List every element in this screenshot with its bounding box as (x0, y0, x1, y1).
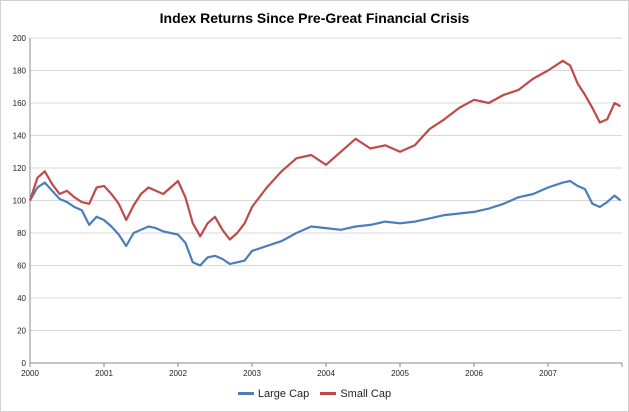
legend-item-small-cap: Small Cap (320, 388, 391, 400)
legend-swatch-large-cap (237, 392, 254, 395)
y-tick-label: 100 (13, 197, 27, 206)
x-tick-label: 2000 (21, 369, 39, 378)
y-tick-label: 20 (17, 327, 26, 336)
series-line-small-cap (28, 59, 622, 241)
y-tick-label: 120 (13, 164, 27, 173)
x-tick-label: 2005 (391, 369, 409, 378)
y-tick-label: 160 (13, 99, 27, 108)
legend-label-large-cap: Large Cap (257, 387, 310, 400)
y-tick-labels: 0 20 40 60 80 100 120 140 160 180 200 (13, 34, 27, 368)
legend-item-large-cap: Large Cap (237, 387, 310, 400)
y-tick-label: 0 (22, 359, 27, 368)
legend: Large Cap Small Cap (0, 386, 629, 400)
y-tick-label: 40 (17, 294, 26, 303)
x-tick-label: 2004 (317, 369, 335, 378)
x-tick-label: 2002 (169, 369, 187, 378)
y-tick-label: 80 (17, 229, 26, 238)
legend-swatch-small-cap (320, 392, 337, 395)
x-tick-label: 2007 (539, 369, 557, 378)
series-lines (28, 59, 622, 267)
y-tick-label: 200 (13, 34, 27, 43)
gridlines (30, 37, 622, 364)
x-tick-labels: 2000 2001 2002 2003 2004 2005 2006 2007 (21, 369, 557, 378)
legend-label-small-cap: Small Cap (340, 387, 392, 400)
y-tick-label: 60 (17, 262, 26, 271)
x-tick-label: 2001 (95, 369, 113, 378)
chart-title: Index Returns Since Pre-Great Financial … (159, 10, 470, 26)
series-line-large-cap (29, 179, 622, 267)
y-tick-label: 180 (13, 67, 27, 76)
x-tick-label: 2006 (465, 369, 483, 378)
x-tick-label: 2003 (243, 369, 261, 378)
y-tick-label: 140 (13, 132, 27, 141)
